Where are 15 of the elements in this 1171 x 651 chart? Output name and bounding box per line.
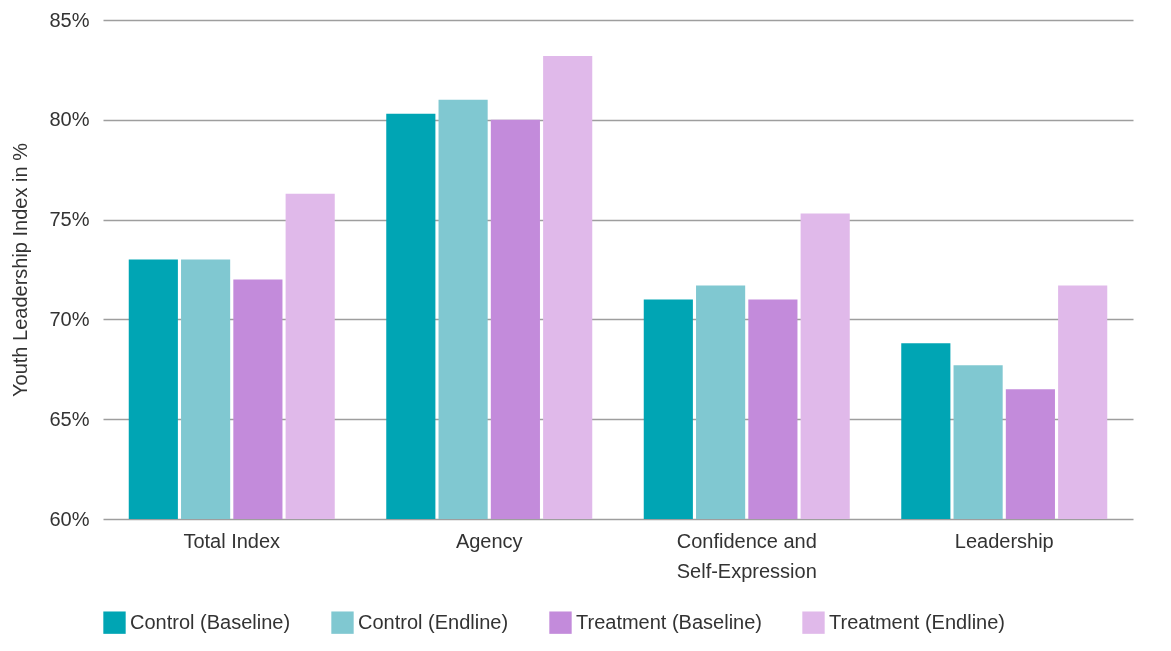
y-tick-label: 60% xyxy=(49,507,90,530)
x-tick-label: Total Index xyxy=(183,529,281,552)
y-tick-label: 75% xyxy=(49,208,90,231)
legend-label: Treatment (Baseline) xyxy=(576,610,762,633)
y-axis-title: Youth Leadership Index in % xyxy=(9,142,32,397)
y-tick-label: 70% xyxy=(49,307,90,330)
x-tick-label: Confidence and Self-Expression xyxy=(676,529,817,582)
x-tick-label: Agency xyxy=(455,529,523,552)
y-tick-label: 80% xyxy=(49,108,90,131)
legend-label: Control (Baseline) xyxy=(130,610,291,633)
y-tick-label: 65% xyxy=(49,407,90,430)
y-tick-label: 85% xyxy=(49,8,90,31)
x-tick-label: Leadership xyxy=(954,529,1054,552)
legend-label: Control (Endline) xyxy=(358,610,509,633)
legend-label: Treatment (Endline) xyxy=(829,610,1005,633)
